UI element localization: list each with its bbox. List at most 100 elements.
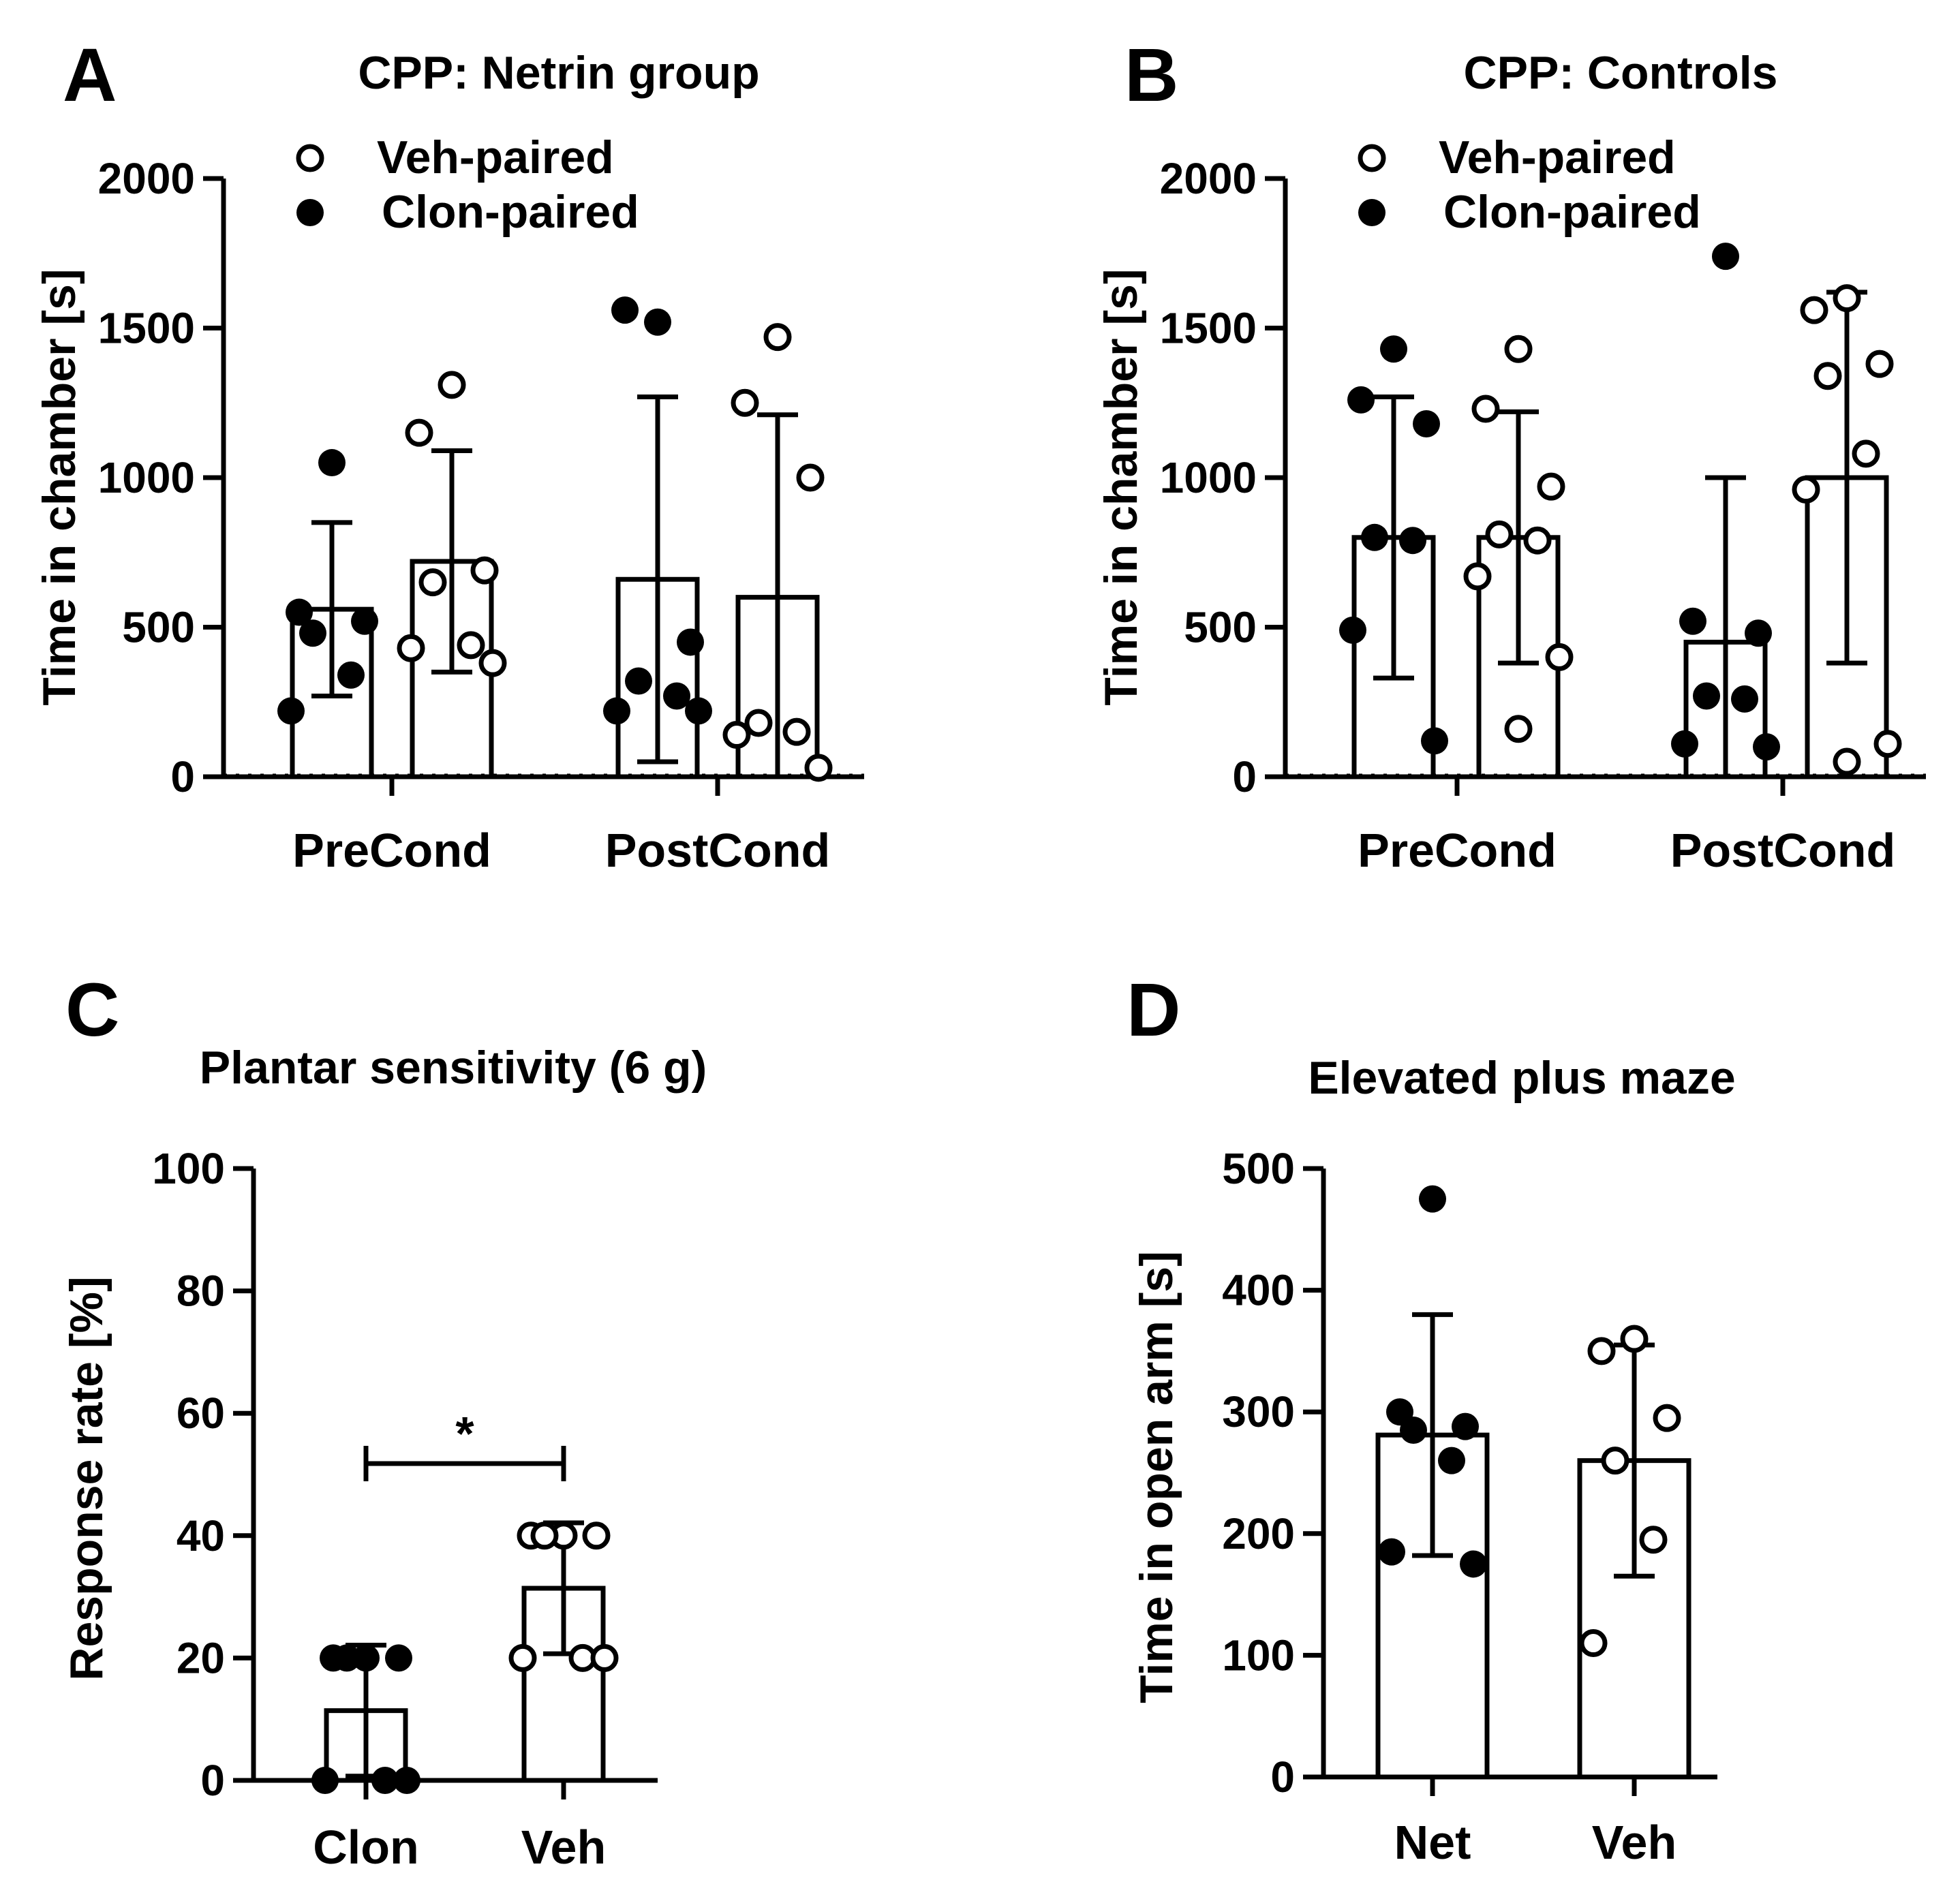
y-tick-label: 0 <box>1270 1752 1295 1802</box>
data-point <box>1419 1185 1446 1213</box>
data-point <box>663 682 690 710</box>
data-point <box>1400 1416 1427 1444</box>
data-point <box>1460 1550 1487 1578</box>
data-point <box>1671 730 1698 758</box>
data-point <box>286 598 313 626</box>
data-point <box>1438 1447 1465 1474</box>
data-point <box>1587 1337 1616 1365</box>
data-point <box>1833 284 1861 313</box>
x-category-label: PreCond <box>292 824 491 877</box>
y-tick-label: 1000 <box>98 453 195 502</box>
data-point <box>804 754 833 782</box>
x-category-label: Net <box>1394 1816 1471 1869</box>
legend-filled-marker <box>1358 199 1385 226</box>
data-point <box>1833 747 1861 776</box>
y-tick-label: 500 <box>122 603 195 652</box>
legend-label: Veh-paired <box>1439 132 1676 183</box>
data-point <box>1471 395 1500 423</box>
data-point <box>1347 386 1375 414</box>
y-tick-label: 1500 <box>1160 304 1257 353</box>
data-point <box>508 1643 537 1672</box>
data-point <box>351 607 378 635</box>
data-point <box>299 619 326 647</box>
x-category-label: PostCond <box>1670 824 1896 877</box>
data-point <box>1380 335 1407 363</box>
y-tick-label: 200 <box>1222 1509 1295 1558</box>
data-point <box>333 1644 361 1672</box>
legend-open-marker <box>296 144 324 172</box>
data-point <box>385 1644 412 1672</box>
panel-letter: D <box>1127 968 1180 1052</box>
data-point <box>731 388 759 417</box>
y-tick-label: 0 <box>170 752 195 801</box>
y-tick-label: 1500 <box>98 304 195 353</box>
data-point <box>1452 1412 1479 1440</box>
y-tick-label: 0 <box>200 1756 225 1805</box>
legend-filled-marker <box>296 199 324 226</box>
data-point <box>1413 409 1440 437</box>
data-point <box>685 697 712 725</box>
y-tick-label: 60 <box>177 1389 225 1438</box>
x-category-label: Clon <box>313 1821 419 1874</box>
data-point <box>1813 362 1842 390</box>
data-point <box>418 568 447 597</box>
y-axis-label: Time in chamber [s] <box>1095 268 1147 705</box>
data-point <box>1504 715 1533 743</box>
panel-b: B CPP: Controls Time in chamber [s] Veh-… <box>1095 33 1926 877</box>
data-point <box>1361 523 1388 551</box>
data-point <box>1865 350 1894 378</box>
x-category-label: PostCond <box>605 824 831 877</box>
data-point <box>470 556 499 585</box>
y-tick-label: 0 <box>1232 752 1257 801</box>
data-point <box>590 1643 619 1672</box>
data-point <box>1537 472 1565 501</box>
data-point <box>1504 335 1533 363</box>
panel-letter: C <box>65 968 119 1052</box>
y-tick-label: 40 <box>177 1511 225 1560</box>
data-point <box>457 631 485 660</box>
y-tick-label: 400 <box>1222 1266 1295 1315</box>
data-point <box>352 1644 380 1672</box>
data-point <box>1339 616 1366 644</box>
data-point <box>1873 730 1902 758</box>
data-point <box>478 649 507 677</box>
data-point <box>1545 643 1574 671</box>
x-category-label: PreCond <box>1358 824 1557 877</box>
data-point <box>1639 1526 1668 1554</box>
data-point <box>603 697 630 725</box>
data-point <box>625 667 652 695</box>
significance-label: * <box>455 1407 474 1460</box>
data-point <box>371 1767 399 1794</box>
legend-label: Clon-paired <box>1443 186 1701 238</box>
y-tick-label: 20 <box>177 1633 225 1682</box>
chart-title: Plantar sensitivity (6 g) <box>200 1042 707 1094</box>
data-point <box>722 721 751 749</box>
y-tick-label: 80 <box>177 1267 225 1316</box>
panel-letter: B <box>1124 33 1178 117</box>
data-point <box>1731 685 1758 713</box>
panel-d: D Elevated plus maze Time in open arm [s… <box>1127 968 1736 1869</box>
data-point <box>277 697 305 725</box>
data-point <box>782 717 811 746</box>
data-point <box>1753 733 1780 761</box>
data-point <box>644 308 671 336</box>
data-point <box>677 628 704 656</box>
data-point <box>311 1767 339 1794</box>
legend-label: Veh-paired <box>377 132 614 183</box>
y-tick-label: 300 <box>1222 1387 1295 1436</box>
data-point <box>1378 1538 1405 1566</box>
y-tick-label: 2000 <box>98 154 195 203</box>
y-tick-label: 2000 <box>1160 154 1257 203</box>
data-point <box>796 463 825 492</box>
data-point <box>1653 1404 1681 1432</box>
chart-title: CPP: Netrin group <box>358 47 759 99</box>
data-point <box>397 634 425 662</box>
data-point <box>611 296 639 324</box>
panel-c: C Plantar sensitivity (6 g) Response rat… <box>61 968 707 1874</box>
data-point <box>744 709 773 737</box>
y-axis-label: Time in open arm [s] <box>1131 1251 1182 1703</box>
data-point <box>1523 526 1552 555</box>
panel-letter: A <box>63 33 117 117</box>
y-tick-label: 100 <box>152 1144 225 1193</box>
legend-label: Clon-paired <box>382 186 639 238</box>
